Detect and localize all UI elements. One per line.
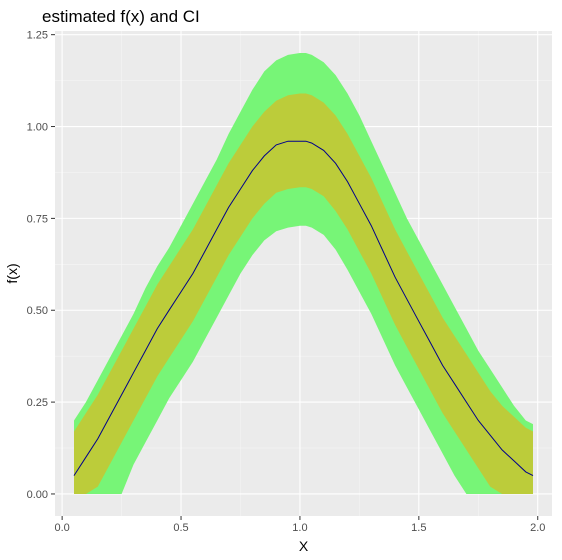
x-axis: 0.0 0.5 1.0 1.5 2.0 (54, 516, 545, 534)
x-tick-label: 0.0 (54, 522, 69, 534)
inner-confidence-band (74, 93, 533, 494)
chart-title: estimated f(x) and CI (42, 7, 200, 26)
x-tick-label: 1.0 (292, 522, 307, 534)
y-tick-label: 0.00 (27, 489, 48, 501)
x-tick-label: 2.0 (530, 522, 545, 534)
x-axis-label: X (299, 538, 309, 554)
estimate-line (73, 140, 534, 477)
x-tick-label: 0.5 (173, 522, 188, 534)
outer-confidence-band (74, 53, 533, 494)
y-axis-label: f(x) (4, 263, 20, 283)
y-tick-label: 1.00 (27, 122, 48, 134)
y-axis: 0.00 0.25 0.50 0.75 1.00 1.25 (27, 30, 55, 501)
y-tick-label: 0.25 (27, 397, 48, 409)
y-tick-label: 0.50 (27, 305, 48, 317)
x-tick-label: 1.5 (411, 522, 426, 534)
y-tick-label: 1.25 (27, 30, 48, 42)
y-tick-label: 0.75 (27, 213, 48, 225)
